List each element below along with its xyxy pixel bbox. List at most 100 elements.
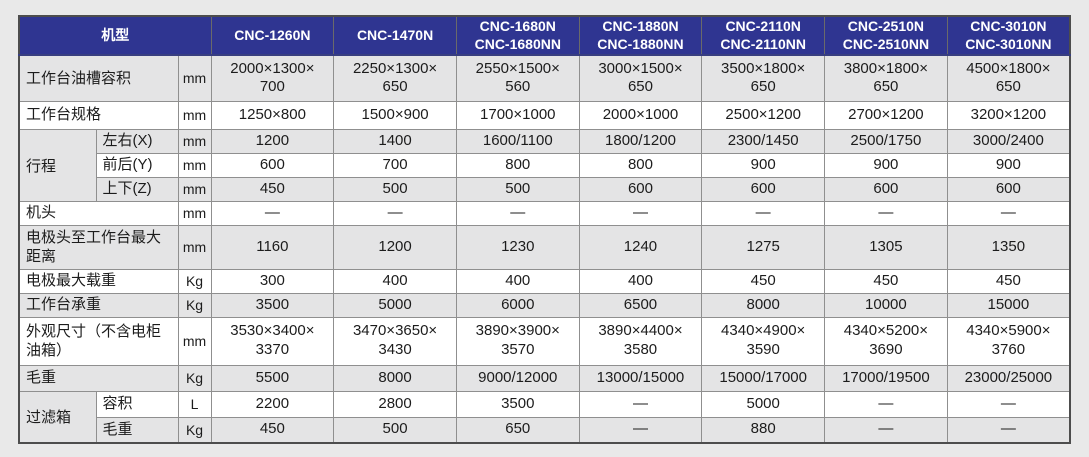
stroke-group-label: 行程 [18,128,97,202]
value-cell: 2300/1450 [701,128,826,154]
model-column-header: CNC-3010N CNC-3010NN [946,15,1071,56]
value-cell: 1305 [824,224,948,270]
value-cell: 1500×900 [333,100,457,130]
spec-row: 工作台规格 mm 1250×800 1500×900 1700×1000 200… [18,100,1071,130]
model-column-header: CNC-1680N CNC-1680NN [455,15,580,56]
spec-table-header-row: 机型 CNC-1260N CNC-1470N CNC-1680N CNC-168… [18,15,1071,56]
value-cell: 17000/19500 [824,364,948,392]
value-cell: 1230 [455,224,580,270]
value-cell: 2550×1500× 560 [455,54,580,102]
value-cell: 5000 [333,292,457,318]
value-cell: 4340×5200× 3690 [824,316,948,366]
spec-row: 前后(Y) mm 600 700 800 800 900 900 900 [19,152,1071,178]
model-column-header: CNC-1470N [333,15,457,56]
value-cell: 10000 [824,292,948,318]
value-cell: 900 [701,152,826,178]
spec-row-label: 毛重 [18,364,179,392]
value-cell: 1700×1000 [455,100,580,130]
value-cell: 3200×1200 [946,100,1071,130]
value-cell: 23000/25000 [946,364,1071,392]
value-cell: — [578,390,703,418]
value-cell: 1800/1200 [578,128,703,154]
value-cell: — [824,390,948,418]
spec-row-sublabel: 容积 [95,390,179,418]
value-cell: 6500 [578,292,703,318]
value-cell: 3500 [210,292,335,318]
value-cell: 450 [210,416,335,444]
spec-table: 机型 CNC-1260N CNC-1470N CNC-1680N CNC-168… [18,15,1071,444]
spec-row: 毛重 Kg 5500 8000 9000/12000 13000/15000 1… [18,364,1071,392]
spec-row-label: 电极最大载重 [18,268,179,294]
value-cell: 1350 [946,224,1071,270]
spec-row: 行程 左右(X) mm 1200 1400 1600/1100 1800/120… [18,128,1071,202]
value-cell: 3800×1800× 650 [824,54,948,102]
spec-row: 电极最大载重 Kg 300 400 400 400 450 450 450 [18,268,1071,294]
unit-cell: mm [177,54,212,102]
spec-row: 电极头至工作台最大距离 mm 1160 1200 1230 1240 1275 … [18,224,1071,270]
value-cell: 13000/15000 [578,364,703,392]
value-cell: 3470×3650× 3430 [333,316,457,366]
value-cell: 900 [946,152,1071,178]
unit-cell: mm [177,100,212,130]
value-cell: 4340×4900× 3590 [701,316,826,366]
value-cell: — [946,416,1071,444]
value-cell: — [701,200,826,226]
spec-row-label: 工作台油槽容积 [18,54,179,102]
value-cell: 1200 [333,224,457,270]
value-cell: 1200 [210,128,335,154]
spec-row-label: 工作台承重 [18,292,179,318]
unit-cell: mm [177,224,212,270]
spec-row: 工作台承重 Kg 3500 5000 6000 6500 8000 10000 … [18,292,1071,318]
value-cell: 1400 [333,128,457,154]
spec-row-sublabel: 上下(Z) [95,176,179,202]
value-cell: 15000 [946,292,1071,318]
value-cell: 3890×3900× 3570 [455,316,580,366]
value-cell: 3500 [455,390,580,418]
value-cell: 1240 [578,224,703,270]
spec-row: 机头 mm — — — — — — — [18,200,1071,226]
value-cell: 800 [578,152,703,178]
value-cell: 500 [455,176,580,202]
unit-cell: Kg [177,268,212,294]
spec-row: 工作台油槽容积 mm 2000×1300× 700 2250×1300× 650… [18,54,1071,102]
value-cell: 500 [333,416,457,444]
value-cell: 600 [578,176,703,202]
unit-cell: Kg [177,364,212,392]
spec-row: 过滤箱 容积 L 2200 2800 3500 — 5000 — — [18,390,1071,444]
unit-cell: mm [177,176,212,202]
value-cell: — [333,200,457,226]
value-cell: 3500×1800× 650 [701,54,826,102]
model-corner-header: 机型 [18,15,212,56]
value-cell: 2000×1300× 700 [210,54,335,102]
value-cell: 300 [210,268,335,294]
spec-row-sublabel: 前后(Y) [95,152,179,178]
value-cell: 450 [824,268,948,294]
unit-cell: mm [177,128,212,154]
value-cell: 3000×1500× 650 [578,54,703,102]
spec-row: 外观尺寸（不含电柜油箱） mm 3530×3400× 3370 3470×365… [18,316,1071,366]
value-cell: 2250×1300× 650 [333,54,457,102]
unit-cell: mm [177,152,212,178]
value-cell: 450 [701,268,826,294]
spec-row: 毛重 Kg 450 500 650 — 880 — — [19,416,1071,444]
value-cell: 600 [946,176,1071,202]
value-cell: 2200 [210,390,335,418]
value-cell: 5500 [210,364,335,392]
value-cell: 600 [824,176,948,202]
value-cell: 880 [701,416,826,444]
spec-row-label: 工作台规格 [18,100,179,130]
value-cell: 800 [455,152,580,178]
value-cell: — [455,200,580,226]
spec-row-sublabel: 左右(X) [95,128,179,154]
unit-cell: Kg [177,292,212,318]
value-cell: 4340×5900× 3760 [946,316,1071,366]
value-cell: — [578,200,703,226]
unit-cell: L [177,390,212,418]
value-cell: 450 [210,176,335,202]
value-cell: 1250×800 [210,100,335,130]
value-cell: 2500×1200 [701,100,826,130]
value-cell: 450 [946,268,1071,294]
value-cell: 600 [210,152,335,178]
value-cell: — [946,390,1071,418]
value-cell: 3890×4400× 3580 [578,316,703,366]
